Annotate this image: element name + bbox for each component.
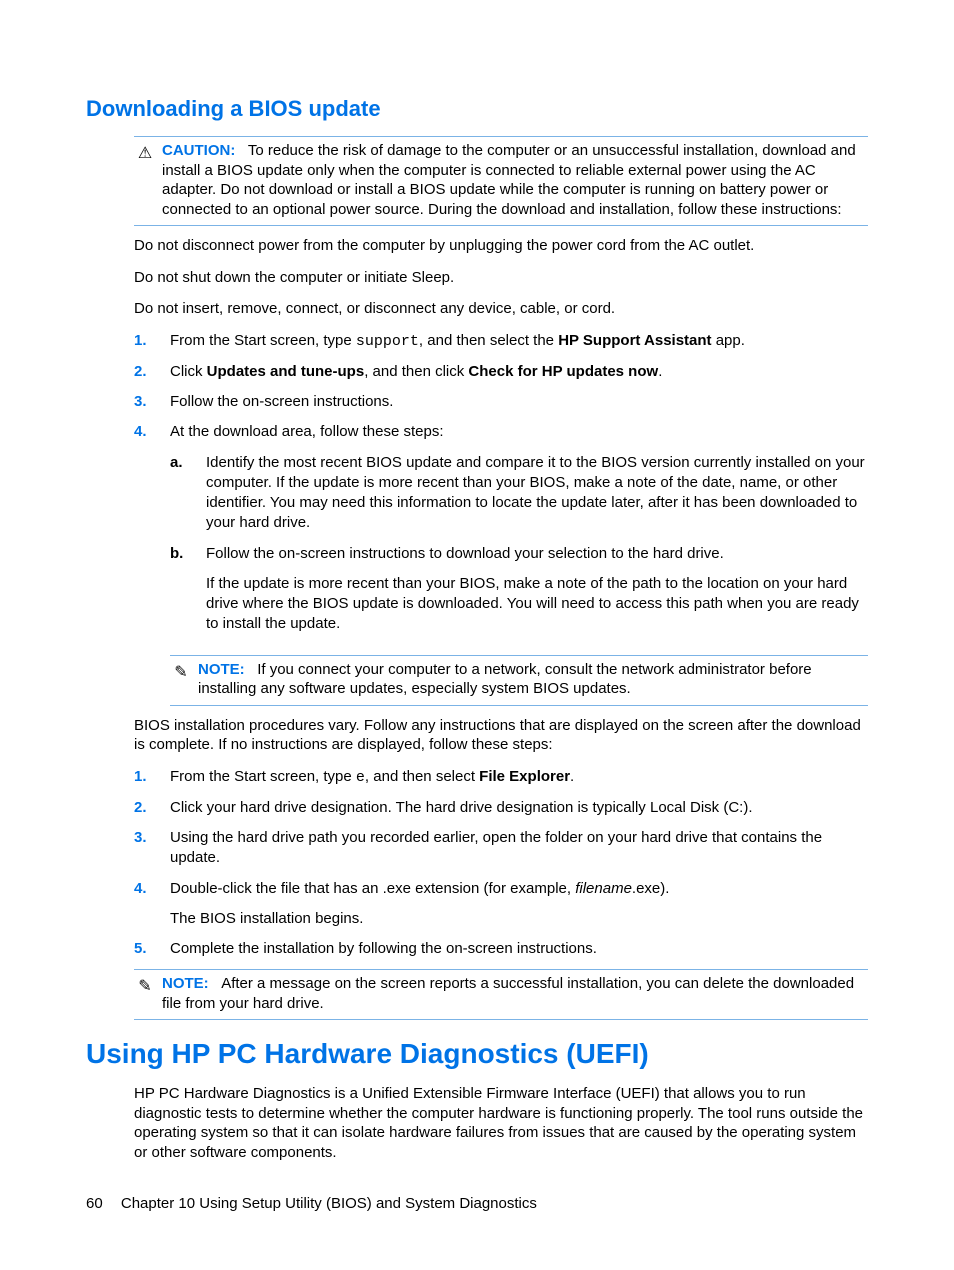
note-text: If you connect your computer to a networ… (198, 661, 812, 698)
step-item: 1. From the Start screen, type support, … (134, 331, 868, 352)
step-item: 3. Follow the on-screen instructions. (134, 392, 868, 412)
step-body: From the Start screen, type e, and then … (170, 767, 868, 788)
caution-body: CAUTION: To reduce the risk of damage to… (162, 141, 868, 219)
caution-callout: ⚠ CAUTION: To reduce the risk of damage … (134, 136, 868, 226)
caution-bullet: Do not disconnect power from the compute… (134, 236, 868, 256)
step-number: 5. (134, 939, 152, 959)
procedure-steps-2: 1. From the Start screen, type e, and th… (134, 767, 868, 960)
step-number: 3. (134, 392, 152, 412)
step-number: 4. (134, 422, 152, 644)
step-body: Click your hard drive designation. The h… (170, 798, 868, 818)
step-body: At the download area, follow these steps… (170, 422, 868, 644)
step-item: 4. At the download area, follow these st… (134, 422, 868, 644)
note-callout: ✎ NOTE: After a message on the screen re… (134, 969, 868, 1020)
step-item: 5. Complete the installation by followin… (134, 939, 868, 959)
note-label: NOTE: (198, 661, 245, 678)
substep-body: Follow the on-screen instructions to dow… (206, 544, 868, 635)
page-footer: 60 Chapter 10 Using Setup Utility (BIOS)… (86, 1195, 868, 1212)
section-heading-uefi: Using HP PC Hardware Diagnostics (UEFI) (86, 1038, 868, 1070)
procedure-steps-1: 1. From the Start screen, type support, … (134, 331, 868, 645)
chapter-title: Chapter 10 Using Setup Utility (BIOS) an… (121, 1195, 537, 1212)
step-body: Follow the on-screen instructions. (170, 392, 868, 412)
step-body: Double-click the file that has an .exe e… (170, 879, 868, 930)
step-item: 4. Double-click the file that has an .ex… (134, 879, 868, 930)
substeps: a. Identify the most recent BIOS update … (170, 453, 868, 635)
note-body: NOTE: If you connect your computer to a … (198, 660, 868, 699)
section-heading-download-bios: Downloading a BIOS update (86, 96, 868, 122)
page-number: 60 (86, 1195, 103, 1212)
caution-text: To reduce the risk of damage to the comp… (162, 142, 856, 218)
note-callout: ✎ NOTE: If you connect your computer to … (170, 655, 868, 706)
step-item: 3. Using the hard drive path you recorde… (134, 828, 868, 869)
substep-item: b. Follow the on-screen instructions to … (170, 544, 868, 635)
substep-letter: a. (170, 453, 188, 534)
substep-body: Identify the most recent BIOS update and… (206, 453, 868, 534)
step-number: 2. (134, 798, 152, 818)
caution-bullet: Do not shut down the computer or initiat… (134, 268, 868, 288)
step-body: Using the hard drive path you recorded e… (170, 828, 868, 869)
step-number: 1. (134, 767, 152, 788)
paragraph-vary: BIOS installation procedures vary. Follo… (134, 716, 868, 755)
document-page: Downloading a BIOS update ⚠ CAUTION: To … (0, 0, 954, 1270)
caution-label: CAUTION: (162, 142, 235, 159)
caution-bullet: Do not insert, remove, connect, or disco… (134, 299, 868, 319)
note-icon: ✎ (134, 974, 156, 1013)
step-number: 4. (134, 879, 152, 930)
content-block: ⚠ CAUTION: To reduce the risk of damage … (134, 136, 868, 1020)
substep-item: a. Identify the most recent BIOS update … (170, 453, 868, 534)
step-item: 2. Click Updates and tune-ups, and then … (134, 362, 868, 382)
step-body: Complete the installation by following t… (170, 939, 868, 959)
note-text: After a message on the screen reports a … (162, 975, 854, 1012)
substep-letter: b. (170, 544, 188, 635)
step-body: From the Start screen, type support, and… (170, 331, 868, 352)
step-body: Click Updates and tune-ups, and then cli… (170, 362, 868, 382)
note-icon: ✎ (170, 660, 192, 699)
step-item: 2. Click your hard drive designation. Th… (134, 798, 868, 818)
step-number: 2. (134, 362, 152, 382)
step-item: 1. From the Start screen, type e, and th… (134, 767, 868, 788)
note-body: NOTE: After a message on the screen repo… (162, 974, 868, 1013)
step-number: 1. (134, 331, 152, 352)
uefi-paragraph: HP PC Hardware Diagnostics is a Unified … (134, 1084, 868, 1162)
step-number: 3. (134, 828, 152, 869)
note-label: NOTE: (162, 975, 209, 992)
warning-icon: ⚠ (134, 141, 156, 219)
content-block: HP PC Hardware Diagnostics is a Unified … (134, 1084, 868, 1162)
